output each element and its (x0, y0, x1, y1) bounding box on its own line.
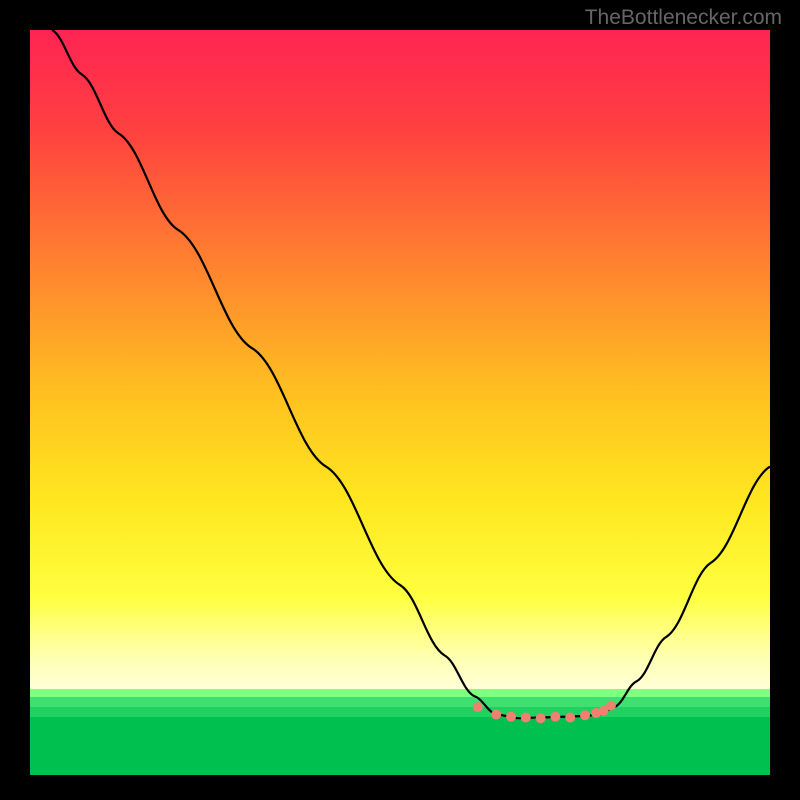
marker-dot (521, 712, 531, 722)
watermark-text: TheBottlenecker.com (585, 6, 782, 30)
marker-dot (550, 712, 560, 722)
marker-dot (473, 702, 483, 712)
marker-dot (565, 712, 575, 722)
curve-path (52, 30, 770, 718)
marker-dot (506, 712, 516, 722)
marker-group (473, 701, 616, 724)
marker-dot (491, 710, 501, 720)
chart-svg (30, 30, 770, 770)
marker-dot (606, 701, 616, 711)
marker-dot (580, 710, 590, 720)
marker-dot (536, 713, 546, 723)
plot-area (30, 30, 770, 770)
